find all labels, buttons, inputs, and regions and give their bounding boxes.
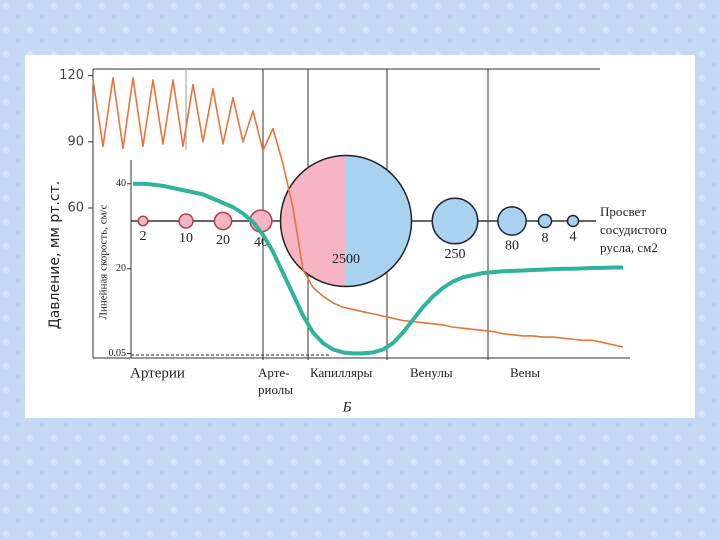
bubble-label: 2500 — [332, 252, 360, 267]
y2-tick-label: 20 — [116, 263, 126, 274]
bubble-half — [346, 155, 412, 287]
bubble — [497, 206, 527, 236]
bubble — [279, 154, 413, 288]
bubble-label: 10 — [179, 231, 193, 246]
y-tick-label: 90 — [67, 134, 84, 149]
y2-tick-label: 0.05 — [109, 348, 127, 359]
bubble-label: 8 — [542, 231, 549, 246]
y2-tick-label: 40 — [116, 178, 126, 189]
bubble-label: 4 — [570, 230, 577, 245]
bubble — [537, 213, 553, 229]
series-line — [133, 181, 623, 356]
bubble — [431, 197, 479, 245]
y2-axis-label: Линейная скорость, см/с — [98, 204, 110, 319]
section-label: Артерии — [130, 365, 185, 381]
section-label: Венулы — [410, 365, 453, 380]
section-label: Капилляры — [310, 365, 372, 380]
section-label: Вены — [510, 365, 540, 380]
figure-letter: Б — [342, 399, 352, 415]
y-tick-label: 60 — [67, 200, 84, 215]
bubble — [178, 213, 194, 229]
section-label: Арте- — [258, 365, 290, 380]
y-tick-label: 120 — [59, 68, 84, 83]
series-line — [92, 77, 624, 348]
bubble-label: 250 — [445, 247, 466, 262]
bubble — [213, 211, 233, 231]
bubble — [566, 214, 580, 228]
bubble — [137, 215, 149, 227]
bubble-label: 20 — [216, 233, 230, 248]
bubble-label: 80 — [505, 238, 519, 253]
y-axis-label: Давление, мм рт.ст. — [47, 181, 63, 329]
right-label: сосудистого — [600, 222, 667, 237]
right-label: русла, см2 — [600, 240, 658, 255]
bubble-half — [280, 155, 346, 287]
right-label: Просвет — [600, 204, 646, 219]
bubble-label: 2 — [140, 229, 147, 244]
section-label: риолы — [258, 382, 293, 397]
